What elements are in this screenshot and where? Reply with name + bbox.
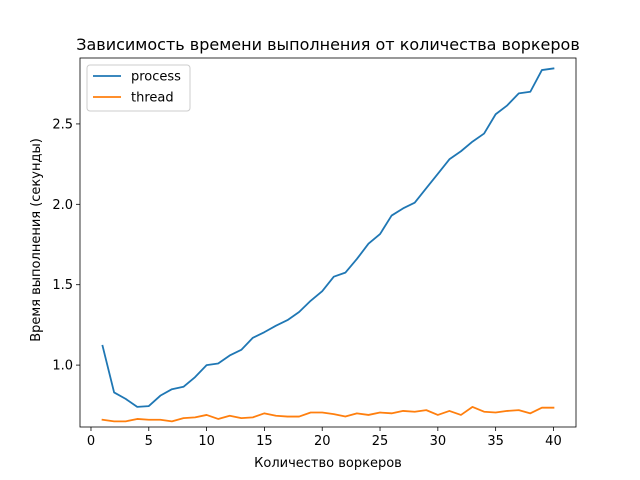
x-tick-label: 10 — [198, 434, 215, 449]
y-tick-label: 2.0 — [52, 198, 73, 213]
legend-label-process: process — [131, 70, 181, 85]
legend-label-thread: thread — [131, 91, 174, 106]
x-tick-label: 20 — [314, 434, 331, 449]
x-tick-label: 15 — [256, 434, 273, 449]
chart-title: Зависимость времени выполнения от количе… — [76, 35, 580, 54]
series-layer — [101, 67, 555, 423]
x-axis-title: Количество воркеров — [254, 456, 402, 471]
x-tick-label: 35 — [487, 434, 504, 449]
x-tick-label: 30 — [430, 434, 447, 449]
x-tick-label: 40 — [545, 434, 562, 449]
series-line-thread — [101, 405, 555, 423]
plot-frame — [79, 57, 577, 428]
x-axis: 0 5 10 15 20 25 30 35 40 — [87, 427, 562, 449]
y-tick-label: 1.5 — [52, 278, 73, 293]
series-line-process — [101, 67, 555, 408]
y-tick-label: 1.0 — [52, 359, 73, 374]
x-tick-label: 25 — [372, 434, 389, 449]
x-tick-label: 5 — [145, 434, 153, 449]
plot-area: 0 5 10 15 20 25 30 35 40 1.0 1.5 2.0 2.5 — [52, 57, 577, 449]
legend: process thread — [86, 64, 191, 112]
y-axis: 1.0 1.5 2.0 2.5 — [52, 117, 80, 374]
y-tick-label: 2.5 — [52, 117, 73, 132]
y-axis-title: Время выполнения (секунды) — [29, 138, 44, 342]
x-tick-label: 0 — [87, 434, 95, 449]
